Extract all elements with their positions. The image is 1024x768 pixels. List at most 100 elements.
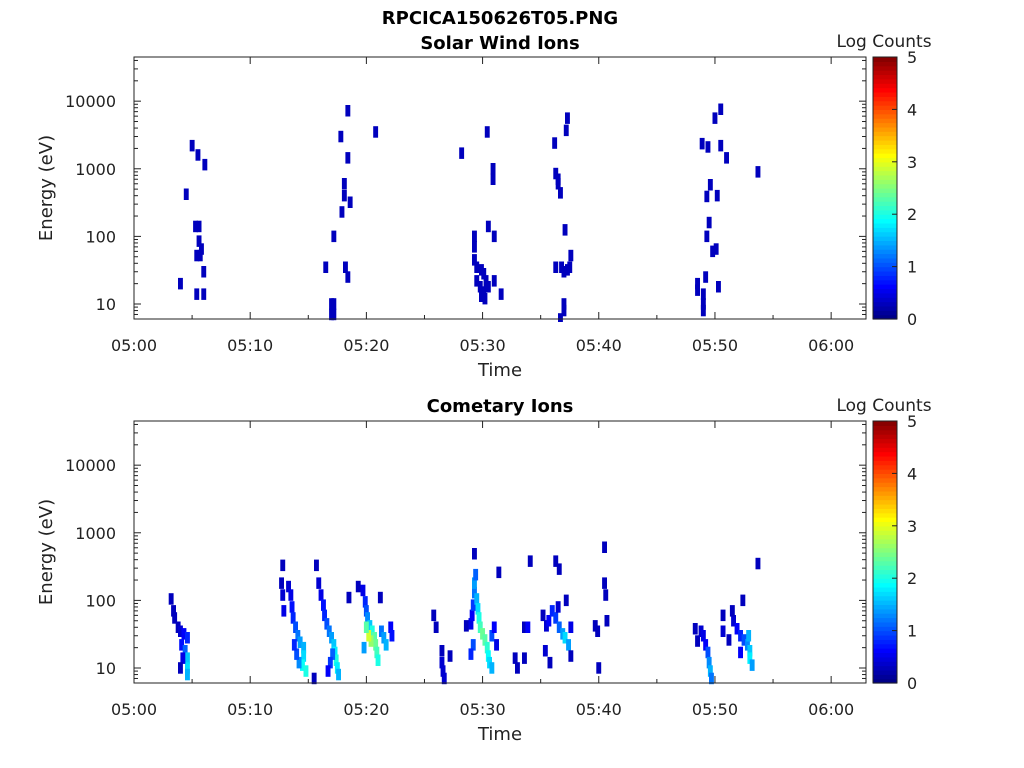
data-cell [331,230,337,243]
data-cell [290,612,296,624]
colorbar-band [873,297,897,303]
colorbar-band [873,656,897,662]
colorbar-tick-label: 5 [907,48,917,67]
data-cell [326,625,332,637]
data-cell [178,625,183,637]
colorbar-band [873,634,897,640]
colorbar-band [873,639,897,645]
x-tick-label: 05:10 [227,336,273,355]
panel-solar-wind-ions: Solar Wind Ions 05:00 05:10 05:20 05:30 05:40… [36,32,932,381]
data-cell [472,241,477,253]
colorbar-band [873,201,897,207]
data-cell [515,662,520,674]
x-axis-label: Time [477,360,522,381]
data-cell [482,292,488,305]
colorbar-band [873,113,897,119]
colorbar-tick-label: 3 [907,517,917,536]
data-cell [489,662,495,674]
data-cell [468,648,474,660]
data-cell [716,281,721,293]
colorbar-band [873,174,897,180]
y-tick-label: 100 [85,227,116,246]
data-cell [388,621,394,633]
colorbar-tick-label: 4 [907,464,917,483]
data-cell [540,609,546,622]
data-cell [338,130,344,143]
data-cell [563,124,569,137]
colorbar-band [873,135,897,141]
data-cell [566,639,571,651]
x-tick-label: 05:00 [111,336,157,355]
colorbar-band [873,600,897,605]
colorbar-band [873,547,897,553]
data-cell [512,652,518,664]
colorbar-band [873,425,897,431]
data-cell [280,559,286,572]
data-cell [373,639,379,651]
data-cell [295,630,301,642]
data-cell [710,245,716,258]
data-cell [547,656,553,669]
colorbar-band [873,310,897,316]
data-cell [741,634,747,646]
data-cell [477,621,483,633]
data-cell [553,555,559,567]
data-cell [470,599,476,611]
data-cell [714,189,720,202]
data-cell [181,628,187,640]
data-cell [603,589,609,601]
colorbar-band [873,218,897,224]
colorbar-band [873,621,897,627]
colorbar-band [873,78,897,84]
data-cell [297,636,303,648]
data-cell [718,139,724,152]
colorbar-band [873,266,897,272]
y-tick-label: 1000 [75,160,116,179]
data-cell [707,179,713,191]
data-cell [362,596,368,608]
data-cell [724,152,729,164]
data-cell [289,601,295,613]
colorbar-band [873,209,897,215]
data-cell [474,261,480,273]
colorbar-band [873,183,897,189]
data-cell [562,224,568,236]
data-cell [369,625,375,637]
data-cell [195,149,201,161]
data-cell [339,206,345,218]
colorbar-band [873,582,897,588]
data-cell [595,625,601,637]
data-cell [485,220,491,233]
data-cell [740,594,746,607]
data-cell [749,659,755,671]
data-cell [185,652,190,664]
colorbar-band [873,262,897,268]
data-cell [474,275,480,287]
colorbar-band [873,257,897,263]
data-cell [171,605,176,617]
colorbar-band [873,126,897,132]
data-cell [345,152,351,164]
colorbar-band [873,179,897,185]
colorbar-band [873,674,897,680]
colorbar-band [873,451,897,457]
data-cell [700,298,706,310]
data-cell [361,641,367,654]
data-cell [336,668,341,681]
data-cell [567,261,573,273]
colorbar-tick-label: 1 [907,258,917,277]
colorbar-band [873,669,897,675]
colorbar-band [873,144,897,150]
colorbar-band [873,153,897,159]
data-cell [549,605,555,617]
data-cell [182,645,188,657]
y-tick-label: 10000 [65,92,116,111]
colorbar-band [873,122,897,128]
data-cell [556,563,562,575]
data-cell [747,652,753,664]
data-cell [695,284,700,296]
data-cell [286,580,291,593]
data-cell [474,593,480,605]
data-cell [194,249,200,262]
data-cell [329,632,334,644]
